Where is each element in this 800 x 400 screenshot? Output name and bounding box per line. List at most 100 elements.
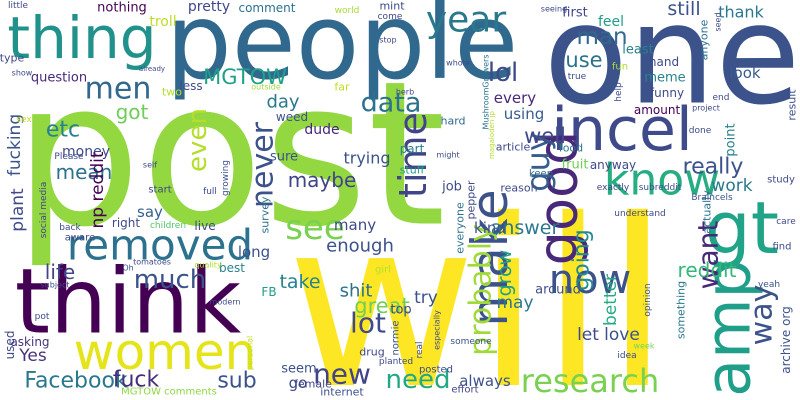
- word: fuck: [113, 368, 160, 393]
- word: research: [521, 362, 659, 400]
- word: full: [203, 187, 217, 197]
- word: children: [150, 221, 186, 231]
- word: lol: [488, 58, 518, 88]
- word: money: [62, 144, 110, 160]
- word: planted: [379, 357, 413, 367]
- word: self: [143, 161, 157, 170]
- word: men: [85, 72, 152, 107]
- word: used: [3, 331, 17, 360]
- word: enough: [326, 236, 394, 257]
- word: lot: [350, 307, 386, 340]
- word: MGTOW: [203, 65, 287, 89]
- word: long: [238, 243, 270, 261]
- word: might: [436, 151, 459, 160]
- word: keep: [529, 169, 553, 180]
- word: exactly: [597, 183, 630, 193]
- word: thank: [718, 3, 764, 22]
- word: stuff: [400, 164, 425, 177]
- word: meme: [644, 71, 685, 86]
- word: reason: [500, 182, 537, 195]
- word: want: [692, 221, 725, 290]
- word: magaloden jp: [488, 111, 496, 159]
- word: drug: [359, 346, 384, 359]
- word: always: [459, 372, 511, 390]
- word: good: [527, 131, 590, 266]
- word: little: [8, 1, 29, 11]
- word: really: [683, 155, 744, 180]
- word: time: [391, 112, 435, 198]
- word: say: [137, 203, 163, 221]
- word: female: [294, 378, 332, 391]
- word: much: [134, 265, 207, 295]
- word: new: [313, 358, 371, 391]
- word: fun: [612, 62, 628, 73]
- word: subject: [41, 281, 70, 290]
- word: troll: [149, 14, 176, 30]
- word: hand: [649, 55, 679, 69]
- word: girl: [375, 265, 391, 276]
- word: hard: [440, 115, 465, 128]
- word: food: [559, 142, 583, 155]
- word: every: [494, 89, 537, 107]
- word: know: [604, 155, 720, 206]
- word: seem: [281, 362, 316, 377]
- word: real: [415, 341, 425, 358]
- word: plant: [8, 188, 28, 232]
- word: start: [148, 185, 171, 196]
- word: everyone: [454, 202, 467, 254]
- word: actually: [701, 190, 714, 234]
- word: far: [334, 81, 350, 94]
- word: using: [504, 105, 545, 123]
- word: stop: [379, 36, 396, 45]
- word: study: [767, 175, 795, 186]
- word: subreddit: [639, 183, 682, 193]
- word: sub: [217, 369, 256, 394]
- word: np reddit: [88, 151, 108, 228]
- word: week: [633, 342, 654, 351]
- word: Yes: [18, 346, 47, 366]
- word: especially: [433, 310, 442, 350]
- word: try: [414, 288, 438, 308]
- word: many: [334, 216, 376, 234]
- word: FB: [261, 285, 276, 299]
- word: weed: [276, 110, 308, 124]
- word: back: [59, 223, 81, 233]
- word: still: [667, 0, 700, 20]
- word: women: [74, 323, 257, 381]
- word: done: [689, 126, 712, 136]
- word: trying: [343, 149, 390, 168]
- word: even: [183, 108, 213, 172]
- word: way: [745, 285, 780, 346]
- word: Oh: [122, 264, 133, 273]
- word: sex: [16, 115, 32, 125]
- word: fruit: [562, 158, 589, 173]
- word: love: [604, 325, 640, 345]
- word: life: [45, 260, 75, 284]
- word: whole: [446, 59, 470, 68]
- word: outside: [251, 83, 281, 92]
- word: see: [285, 208, 345, 248]
- word: going: [570, 229, 595, 290]
- word: man: [576, 24, 627, 50]
- word: survey: [259, 196, 272, 234]
- word: fucking: [5, 114, 25, 176]
- word: MGTOW comments: [121, 387, 217, 398]
- word: live: [194, 219, 215, 233]
- word: Facebook: [24, 369, 128, 394]
- word: type: [0, 52, 25, 65]
- word: better: [601, 274, 621, 326]
- word: comment: [238, 1, 295, 15]
- word: think: [15, 250, 242, 355]
- word: data: [361, 88, 422, 119]
- word: need: [386, 365, 451, 395]
- word: people: [166, 0, 519, 103]
- word: growing: [221, 160, 231, 196]
- word: grow: [494, 250, 516, 297]
- word: herb: [396, 88, 414, 97]
- word: help: [614, 82, 624, 102]
- word: already: [139, 65, 165, 73]
- word: first: [562, 6, 587, 21]
- word: yeah: [758, 280, 780, 290]
